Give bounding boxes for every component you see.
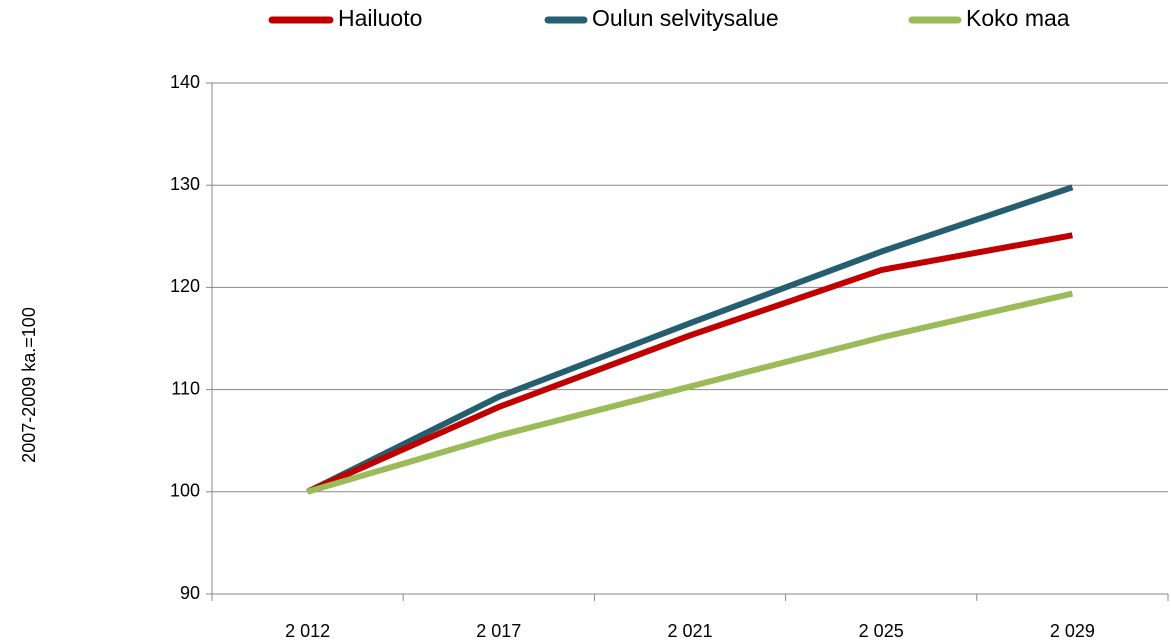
legend-label: Koko maa <box>966 5 1070 31</box>
legend-label: Hailuoto <box>338 5 422 31</box>
x-tick-label: 2 021 <box>667 621 712 640</box>
y-tick-label: 140 <box>170 72 200 92</box>
x-tick-label: 2 017 <box>476 621 521 640</box>
x-tick-label: 2 012 <box>285 621 330 640</box>
y-tick-label: 120 <box>170 276 200 296</box>
y-tick-label: 110 <box>171 378 200 398</box>
series-line <box>306 184 1074 495</box>
y-axis-label: 2007-2009 ka.=100 <box>19 307 39 463</box>
y-tick-label: 130 <box>170 174 200 194</box>
y-tick-label: 100 <box>170 481 200 501</box>
x-tick-label: 2 029 <box>1050 621 1095 640</box>
series-line <box>306 232 1073 495</box>
y-tick-label: 90 <box>180 583 200 603</box>
series-line <box>306 290 1074 495</box>
x-tick-label: 2 025 <box>859 621 904 640</box>
legend-label: Oulun selvitysalue <box>592 5 779 31</box>
